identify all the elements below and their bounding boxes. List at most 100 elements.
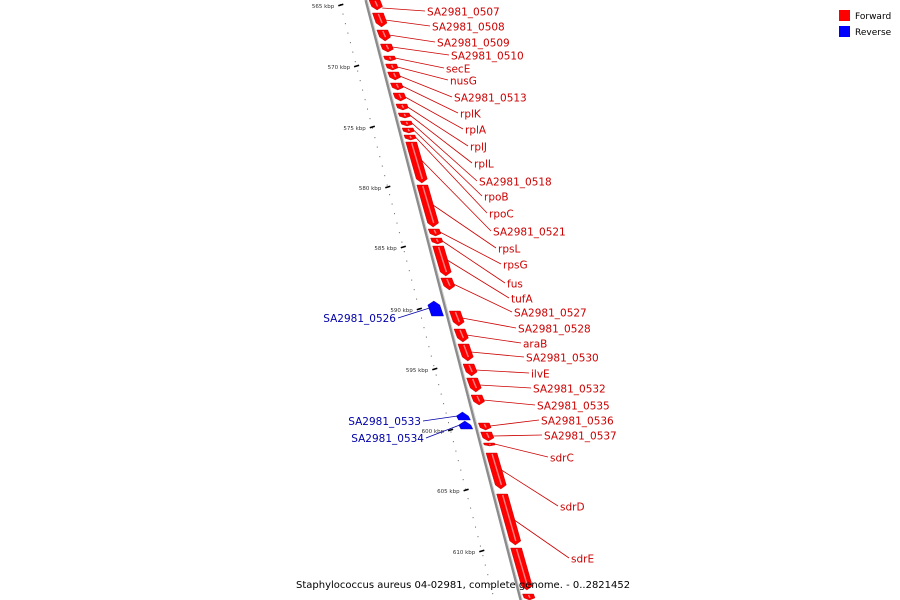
gene-label: SA2981_0530 [526,353,599,365]
gene-block-highlight [395,83,399,88]
label-leader-line [404,96,464,130]
gene-label: SA2981_0526 [323,313,396,325]
gene-label: SA2981_0533 [348,416,421,428]
label-leader-line [407,106,469,147]
gene-block-highlight [403,113,407,117]
label-leader-line [442,240,506,284]
gene-block-forward [405,141,428,184]
label-leader-line [422,415,458,422]
label-leader-line [413,129,483,197]
legend-reverse-label: Reverse [855,28,892,38]
gene-block-forward [453,328,469,343]
gene-block-highlight [491,453,503,486]
gene-label: SA2981_0532 [533,384,606,396]
label-leader-line [382,7,426,12]
gene-block-highlight [401,104,405,109]
label-leader-line [483,399,536,406]
label-leader-line [402,85,459,114]
gene-block-forward [478,422,492,431]
label-leader-line [388,34,436,43]
gene-blocks [368,0,536,600]
gene-label: rpoC [489,209,514,221]
gene-block-highlight [463,344,469,358]
gene-label: tufA [511,294,533,306]
gene-label: rpoB [484,192,509,204]
gene-block-forward [485,452,507,490]
gene-block-reverse [456,411,471,421]
legend-forward-label: Forward [855,12,891,22]
gene-label: SA2981_0507 [427,7,500,19]
gene-label: SA2981_0527 [514,308,587,320]
gene-label: nusG [450,76,477,88]
legend-reverse-swatch [839,26,850,37]
gene-block-forward [457,343,474,362]
gene-block-highlight [527,594,531,599]
label-leader-line [415,136,488,214]
label-leader-line [421,159,492,232]
label-leader-line [466,334,522,344]
gene-label: ilvE [531,369,550,381]
gene-block-highlight [437,246,448,273]
gene-block-forward [372,12,388,28]
tick-label: 605 kbp [437,489,460,495]
gene-labels: SA2981_0507 SA2981_0508 SA2981_0509 SA2981_… [323,7,617,566]
tick-label: 575 kbp [343,126,366,132]
label-leader-line [392,46,450,56]
gene-label: rpsL [498,244,520,256]
gene-block-forward [392,92,407,102]
gene-block-highlight [486,432,490,439]
gene-block-highlight [435,238,439,243]
tick-label: 565 kbp [312,4,335,10]
gene-block-highlight [483,423,487,428]
tick-label: 590 kbp [390,308,413,314]
gene-block-forward [480,431,495,442]
gene-label: SA2981_0534 [351,433,424,445]
gene-block-highlight [502,494,517,542]
gene-block-forward [432,245,452,277]
gene-label: rplA [465,125,487,137]
gene-block-forward [440,277,456,291]
label-leader-line [490,419,540,427]
ruler-dots [340,4,494,595]
gene-block-forward [395,103,409,111]
gene-block-forward [510,547,533,591]
gene-block-highlight [446,278,451,287]
gene-block-highlight [377,13,383,24]
gene-block-highlight [515,548,529,587]
gene-block-highlight [433,229,437,234]
tick-label: 585 kbp [374,246,397,252]
genome-backbone [364,0,523,600]
label-leader-lines [382,7,570,559]
gene-label: SA2981_0508 [432,22,505,34]
gene-block-forward [427,228,442,237]
label-leader-line [394,57,445,69]
gene-block-highlight [422,185,435,224]
label-leader-line [494,443,549,458]
gene-block-reverse [427,300,444,317]
gene-label: secE [446,64,470,76]
label-leader-line [385,19,431,27]
gene-label: rplJ [470,142,487,154]
gene-label: SA2981_0509 [437,38,510,50]
gene-block-forward [376,29,391,42]
gene-block-forward [466,377,482,393]
gene-block-forward [368,0,383,11]
gene-block-forward [390,82,404,91]
tick-label: 570 kbp [328,65,351,71]
gene-label: araB [523,339,547,351]
gene-label: rpsG [503,260,528,272]
gene-label: sdrC [550,453,574,465]
label-leader-line [492,434,543,437]
tick-label: 610 kbp [453,550,476,556]
label-leader-line [462,317,517,329]
gene-block-forward [416,184,439,228]
label-leader-line [453,283,513,313]
gene-block-forward [470,394,485,406]
label-leader-line [432,204,497,249]
gene-label: SA2981_0535 [537,401,610,413]
label-leader-line [399,75,453,98]
gene-block-highlight [459,329,465,339]
gene-block-forward [430,237,444,245]
label-leader-line [397,307,430,319]
tick-label: 580 kbp [359,186,382,192]
